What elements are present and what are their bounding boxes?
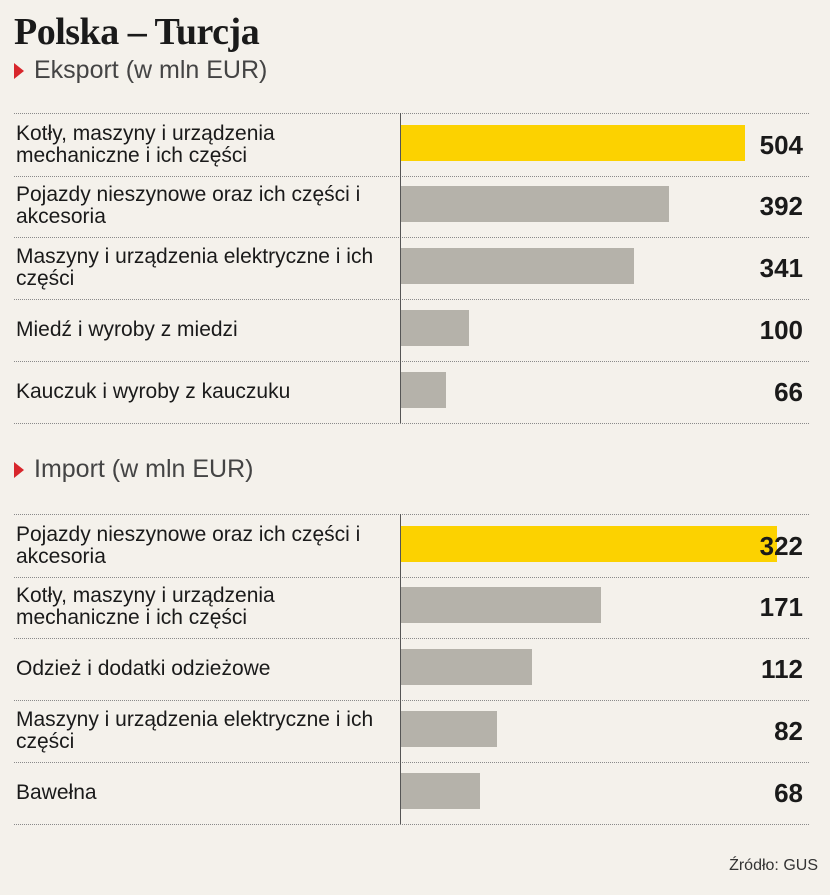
export-row: Maszyny i urządzenia elektryczne i ich c… (14, 237, 809, 300)
import-row: Kotły, maszyny i urządzenia mechaniczne … (14, 576, 809, 639)
import-value-label: 112 (761, 653, 803, 684)
import-value-label: 322 (759, 530, 803, 561)
export-bar (401, 186, 669, 222)
export-row: Kauczuk i wyroby z kauczuku 66 (14, 361, 809, 424)
chart-title: Polska – Turcja (14, 11, 260, 53)
export-category-label: Kotły, maszyny i urządzenia mechaniczne … (16, 122, 275, 167)
export-row: Pojazdy nieszynowe oraz ich części i akc… (14, 175, 809, 238)
import-section-heading: Import (w mln EUR) (14, 455, 253, 484)
import-bar (401, 649, 532, 685)
export-bar (401, 310, 469, 346)
import-category-label: Bawełna (16, 781, 97, 804)
export-section-heading: Eksport (w mln EUR) (14, 56, 267, 85)
export-category-label: Pojazdy nieszynowe oraz ich części i akc… (16, 183, 361, 228)
import-row: Pojazdy nieszynowe oraz ich części i akc… (14, 514, 809, 578)
import-category-label: Kotły, maszyny i urządzenia mechaniczne … (16, 584, 275, 629)
import-axis-line (400, 514, 401, 824)
export-value-label: 100 (759, 314, 803, 345)
import-row: Maszyny i urządzenia elektryczne i ich c… (14, 700, 809, 763)
export-category-label: Maszyny i urządzenia elektryczne i ich c… (16, 245, 374, 290)
import-value-label: 171 (759, 591, 803, 622)
import-category-label: Pojazdy nieszynowe oraz ich części i akc… (16, 523, 361, 568)
source-note: Źródło: GUS (729, 857, 818, 874)
export-category-label: Miedź i wyroby z miedzi (16, 318, 238, 341)
import-bar (401, 711, 497, 747)
red-triangle-icon (14, 461, 24, 478)
import-row: Bawełna 68 (14, 762, 809, 825)
import-category-label: Maszyny i urządzenia elektryczne i ich c… (16, 708, 374, 753)
export-value-label: 66 (774, 376, 803, 407)
export-bar (401, 125, 745, 161)
import-category-label: Odzież i dodatki odzieżowe (16, 657, 271, 680)
import-value-label: 68 (774, 777, 803, 808)
export-axis-line (400, 113, 401, 423)
export-bar (401, 248, 634, 284)
export-heading-label: Eksport (w mln EUR) (34, 56, 268, 84)
import-value-label: 82 (774, 715, 803, 746)
export-bar (401, 372, 446, 408)
import-heading-label: Import (w mln EUR) (34, 455, 254, 483)
export-row: Kotły, maszyny i urządzenia mechaniczne … (14, 113, 809, 177)
export-category-label: Kauczuk i wyroby z kauczuku (16, 380, 291, 403)
export-row: Miedź i wyroby z miedzi 100 (14, 299, 809, 362)
import-bar (401, 773, 480, 809)
import-row: Odzież i dodatki odzieżowe 112 (14, 638, 809, 701)
export-value-label: 504 (759, 129, 803, 160)
export-value-label: 341 (759, 252, 803, 283)
red-triangle-icon (14, 62, 24, 79)
export-value-label: 392 (759, 190, 803, 221)
import-bar (401, 526, 777, 562)
import-bar (401, 587, 601, 623)
